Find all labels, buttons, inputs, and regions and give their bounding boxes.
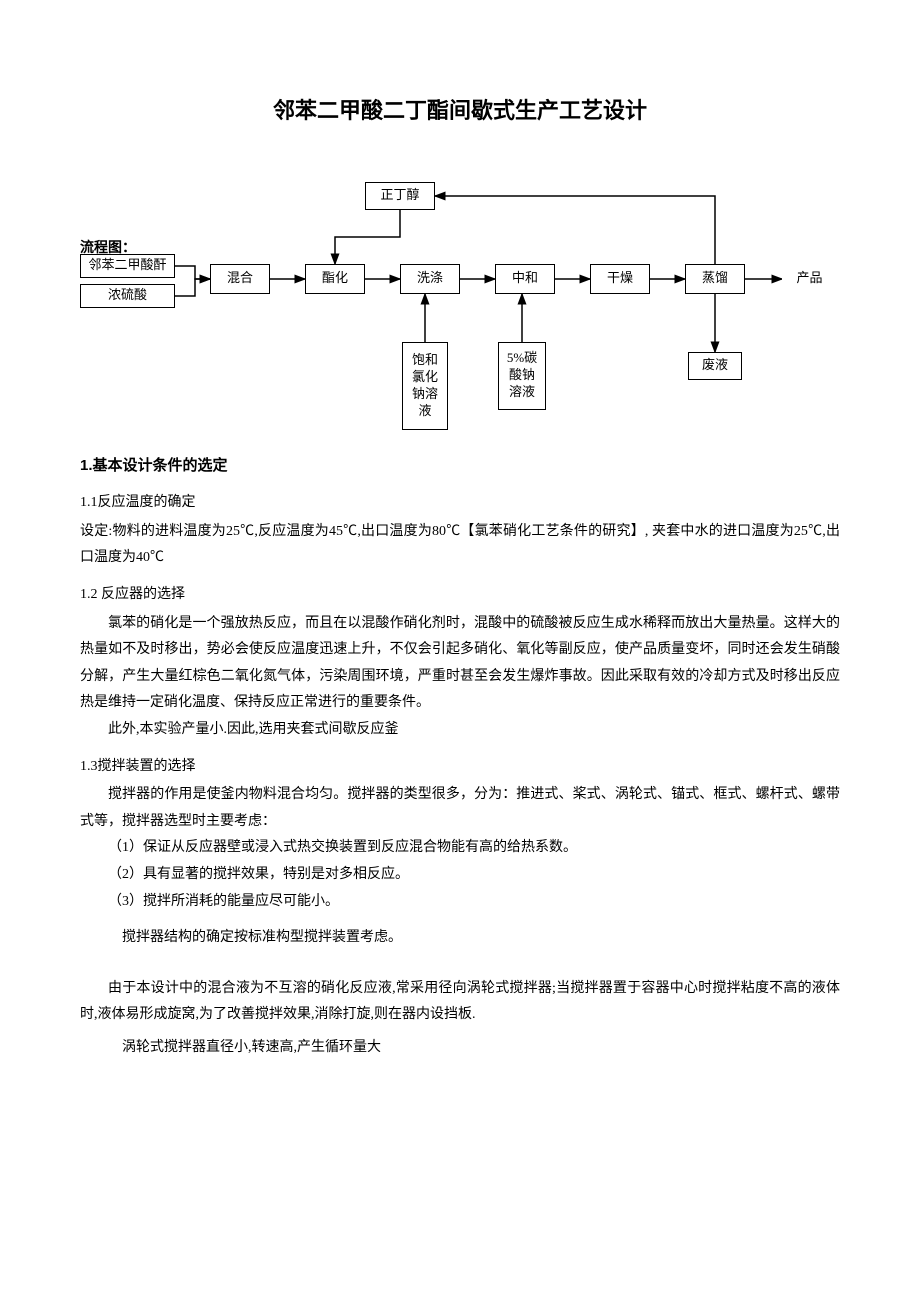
subsection-1-3-title: 1.3搅拌装置的选择 [80,754,840,781]
flow-node-na2co3: 5%碳 酸钠 溶液 [498,342,546,410]
flow-node-waste: 废液 [688,352,742,380]
page-title: 邻苯二甲酸二丁酯间歇式生产工艺设计 [80,90,840,132]
section-1-heading: 1.基本设计条件的选定 [80,452,840,481]
subsection-1-2-title: 1.2 反应器的选择 [80,582,840,609]
flow-node-ester: 酯化 [305,264,365,294]
flow-node-nacl: 饱和 氯化 钠溶 液 [402,342,448,430]
flow-node-neutral: 中和 [495,264,555,294]
flow-edge-12 [435,196,715,264]
flow-node-dry: 干燥 [590,264,650,294]
subsection-1-3-p4: 涡轮式搅拌器直径小,转速高,产生循环量大 [80,1035,840,1062]
flow-node-product: 产品 [782,264,837,294]
subsection-1-3-p2: 搅拌器结构的确定按标准构型搅拌装置考虑。 [80,925,840,952]
flow-edge-2 [175,279,210,296]
subsection-1-2-p1: 氯苯的硝化是一个强放热反应，而且在以混酸作硝化剂时，混酸中的硫酸被反应生成水稀释… [80,611,840,717]
subsection-1-1-body: 设定:物料的进料温度为25℃,反应温度为45℃,出口温度为80℃【氯苯硝化工艺条… [80,519,840,572]
flow-node-phthalic: 邻苯二甲酸酐 [80,254,175,278]
subsection-1-3-li3: （3）搅拌所消耗的能量应尽可能小。 [80,889,840,916]
flow-node-wash: 洗涤 [400,264,460,294]
subsection-1-3-li2: （2）具有显著的搅拌效果，特别是对多相反应。 [80,862,840,889]
flowchart-arrows [80,182,840,442]
flow-edge-0 [335,210,400,264]
subsection-1-1-title: 1.1反应温度的确定 [80,490,840,517]
flow-node-distill: 蒸馏 [685,264,745,294]
subsection-1-3-li1: （1）保证从反应器壁或浸入式热交换装置到反应混合物能有高的给热系数。 [80,835,840,862]
flow-node-mix: 混合 [210,264,270,294]
subsection-1-3-p1: 搅拌器的作用是使釜内物料混合均匀。搅拌器的类型很多，分为：推进式、桨式、涡轮式、… [80,782,840,835]
flow-node-n_butanol: 正丁醇 [365,182,435,210]
flowchart-container: 流程图： 正丁醇邻苯二甲酸酐浓硫酸混合酯化洗涤中和干燥蒸馏产品饱和 氯化 钠溶 … [80,182,840,442]
flow-edge-1 [175,266,210,279]
subsection-1-2-p2: 此外,本实验产量小.因此,选用夹套式间歇反应釜 [80,717,840,744]
subsection-1-3-p3: 由于本设计中的混合液为不互溶的硝化反应液,常采用径向涡轮式搅拌器;当搅拌器置于容… [80,976,840,1029]
flow-node-h2so4: 浓硫酸 [80,284,175,308]
